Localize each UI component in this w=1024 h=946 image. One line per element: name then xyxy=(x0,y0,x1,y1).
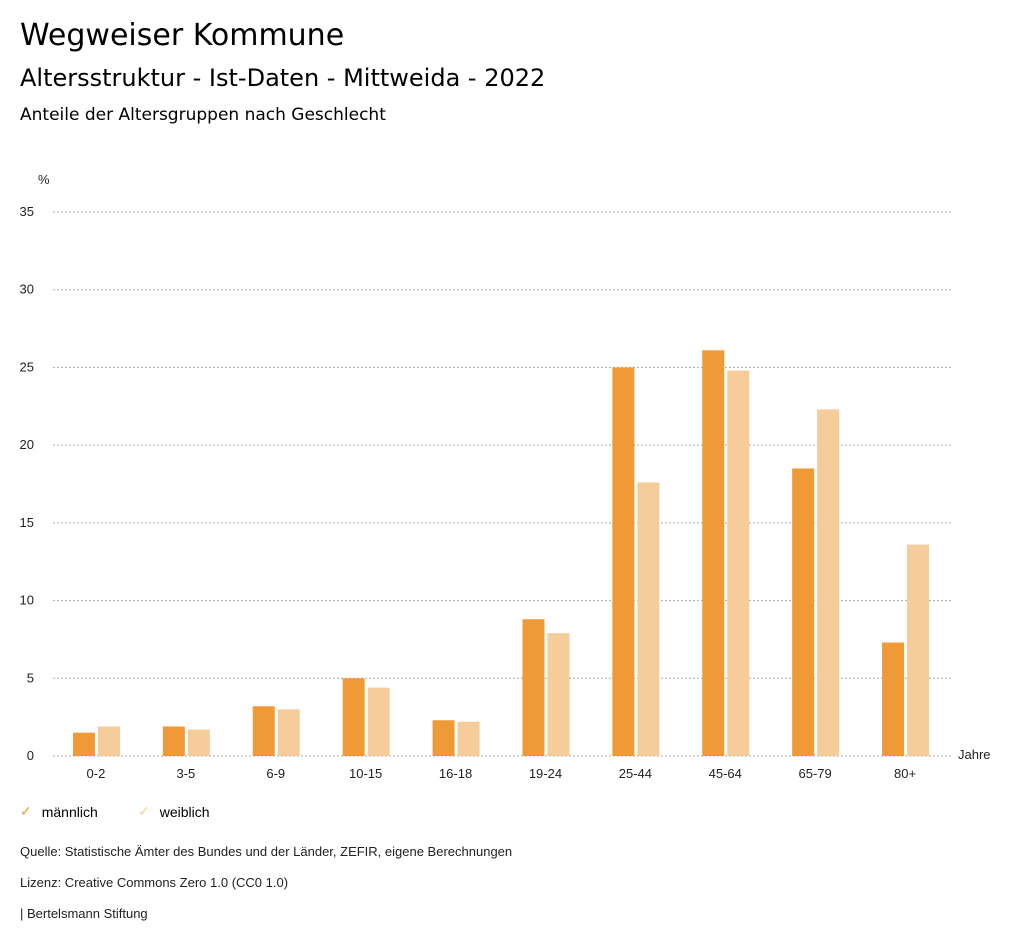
bar-female xyxy=(907,544,930,756)
bar-chart: 0 5 10 15 20 25 30 35% Jahre 0-2 3-5 6-9 10-15 16-18 1… xyxy=(20,172,991,781)
x-tick-label: 3-5 xyxy=(176,766,195,781)
bar-male xyxy=(72,732,95,756)
bar-female xyxy=(547,633,570,756)
check-icon: ✓ xyxy=(20,803,32,819)
bar-female xyxy=(817,409,840,756)
x-axis-label: Jahre xyxy=(958,747,991,762)
bar-female xyxy=(277,709,300,756)
bar-female xyxy=(367,687,390,756)
y-tick-label: 5 xyxy=(27,670,34,685)
bar-female xyxy=(97,726,120,756)
y-tick-label: 30 xyxy=(20,282,34,297)
source-text: Quelle: Statistische Ämter des Bundes un… xyxy=(20,844,513,859)
bar-male xyxy=(342,678,365,756)
y-tick-label: 15 xyxy=(20,515,34,530)
y-axis-label: % xyxy=(38,172,50,187)
x-tick-label: 80+ xyxy=(894,766,916,781)
x-tick-label: 45-64 xyxy=(709,766,742,781)
bar-female xyxy=(187,729,210,756)
bar-male xyxy=(612,367,635,756)
brand-text: | Bertelsmann Stiftung xyxy=(20,906,148,921)
bar-male xyxy=(522,619,545,756)
x-tick-label: 25-44 xyxy=(619,766,652,781)
x-tick-label: 19-24 xyxy=(529,766,562,781)
x-tick-label: 10-15 xyxy=(349,766,382,781)
legend-item-male[interactable]: ✓ männlich xyxy=(20,803,98,820)
y-tick-label: 10 xyxy=(20,593,34,608)
bar-male xyxy=(792,468,815,756)
x-tick-label: 16-18 xyxy=(439,766,472,781)
y-tick-label: 20 xyxy=(20,437,34,452)
bar-female xyxy=(457,721,480,756)
x-tick-label: 65-79 xyxy=(799,766,832,781)
page-title: Wegweiser Kommune xyxy=(20,18,345,53)
bar-male xyxy=(882,642,905,756)
legend-label: weiblich xyxy=(159,803,210,820)
page-subtitle: Altersstruktur - Ist-Daten - Mittweida -… xyxy=(20,64,546,92)
bar-male xyxy=(702,350,725,756)
y-tick-label: 35 xyxy=(20,204,34,219)
chart-title: Anteile der Altersgruppen nach Geschlech… xyxy=(20,105,386,125)
x-tick-label: 6-9 xyxy=(266,766,285,781)
y-tick-label: 25 xyxy=(20,359,34,374)
legend-label: männlich xyxy=(41,803,98,820)
license-text: Lizenz: Creative Commons Zero 1.0 (CC0 1… xyxy=(20,875,289,890)
legend-item-female[interactable]: ✓ weiblich xyxy=(138,803,210,820)
bar-male xyxy=(162,726,185,756)
bar-male xyxy=(252,706,275,756)
check-icon: ✓ xyxy=(138,803,150,819)
bar-female xyxy=(637,482,660,756)
bar-male xyxy=(432,720,455,756)
y-tick-label: 0 xyxy=(27,748,34,763)
bar-female xyxy=(727,370,750,756)
x-tick-label: 0-2 xyxy=(87,766,106,781)
